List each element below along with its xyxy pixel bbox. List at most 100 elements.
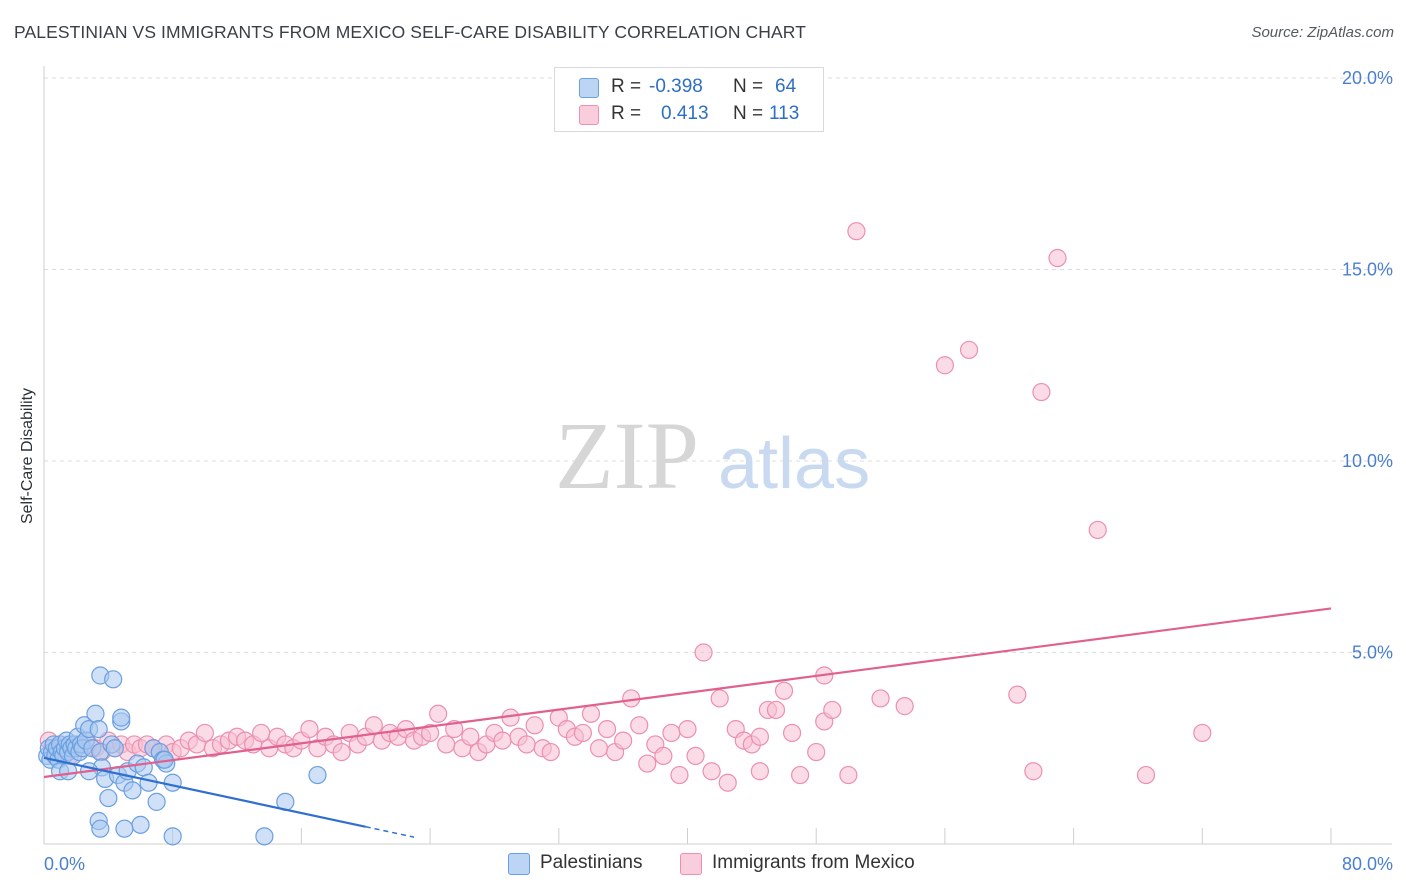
data-point-mexico (332, 742, 351, 762)
bottom-legend-label: Palestinians (540, 852, 643, 873)
data-point-mexico (791, 765, 810, 785)
data-point-mexico (774, 681, 794, 700)
data-point-palestinian (123, 781, 142, 800)
data-point-mexico (823, 700, 842, 720)
trend-line-palestinians-extension (365, 826, 415, 838)
legend-swatch-blue (579, 78, 599, 98)
data-point-palestinian (255, 827, 274, 846)
data-point-mexico (630, 716, 649, 735)
data-point-mexico (589, 739, 609, 758)
trend-lines (43, 607, 1332, 838)
data-point-mexico (1008, 685, 1027, 704)
data-point-mexico (959, 340, 979, 360)
data-point-mexico (807, 742, 826, 762)
legend-r-label: R = (611, 76, 642, 97)
data-point-palestinian (112, 708, 131, 727)
x-tick-label: 80.0% (1342, 854, 1393, 874)
y-tick-label: 15.0% (1342, 260, 1393, 280)
data-point-palestinian (99, 788, 118, 808)
data-point-mexico (847, 222, 866, 241)
data-point-mexico (670, 765, 689, 785)
trend-line-mexico (43, 607, 1332, 779)
data-point-mexico (782, 723, 802, 743)
data-point-palestinian (104, 670, 123, 689)
data-point-mexico (718, 773, 737, 792)
data-point-mexico (662, 723, 681, 743)
trend-line-palestinians (43, 756, 366, 828)
data-point-mexico (1032, 382, 1051, 402)
data-point-mexico (581, 704, 601, 723)
data-point-palestinian (86, 704, 105, 723)
data-point-mexico (437, 735, 456, 754)
data-point-mexico (710, 689, 729, 708)
data-point-palestinian (131, 815, 150, 834)
data-point-palestinian (134, 758, 153, 777)
data-point-mexico (252, 723, 271, 743)
data-point-mexico (573, 723, 593, 743)
legend-n-value: 64 (775, 76, 797, 97)
data-point-mexico (1088, 520, 1107, 540)
data-point-mexico (895, 697, 914, 716)
data-point-mexico (461, 727, 480, 746)
source-label: Source: ZipAtlas.com (1251, 24, 1394, 41)
series-palestinians (38, 666, 327, 846)
data-point-mexico (638, 754, 657, 773)
data-point-mexico (541, 742, 560, 762)
x-tick-label: 0.0% (44, 854, 85, 874)
legend-r-value: -0.398 (649, 76, 703, 97)
data-point-mexico (195, 723, 214, 743)
data-point-mexico (766, 700, 786, 720)
data-point-palestinian (91, 819, 110, 838)
data-point-mexico (1024, 762, 1043, 781)
legend-n-value: 113 (769, 103, 800, 124)
y-tick-label: 10.0% (1342, 451, 1393, 471)
data-point-palestinian (139, 773, 158, 792)
data-point-mexico (421, 723, 440, 743)
data-point-palestinian (105, 739, 124, 758)
data-point-mexico (1048, 248, 1067, 268)
data-point-palestinian (163, 827, 182, 846)
y-tick-label: 5.0% (1352, 643, 1393, 663)
legend-r-value: 0.413 (661, 103, 709, 124)
data-point-mexico (702, 762, 721, 781)
data-point-mexico (694, 643, 713, 662)
data-point-mexico (871, 689, 890, 708)
data-point-mexico (300, 719, 319, 739)
correlation-legend: R = -0.398 N = 64 R = 0.413 N = 113 (554, 67, 824, 132)
legend-n-label: N = (733, 76, 764, 97)
legend-swatch-pink (579, 105, 599, 125)
legend-n-label: N = (733, 103, 764, 124)
watermark-atlas: atlas (718, 424, 870, 504)
y-tick-label: 20.0% (1342, 68, 1393, 88)
grid (44, 77, 1392, 653)
data-point-mexico (517, 735, 536, 754)
data-point-mexico (678, 719, 697, 739)
bottom-legend-label: Immigrants from Mexico (712, 852, 915, 873)
data-point-palestinian (89, 719, 108, 739)
data-point-mexico (614, 731, 633, 750)
data-point-palestinian (115, 819, 134, 838)
data-point-palestinian (163, 773, 182, 792)
data-point-mexico (493, 731, 512, 750)
watermark: ZIP atlas (555, 402, 870, 509)
data-point-mexico (686, 746, 705, 766)
legend-swatch-pink (680, 853, 702, 875)
data-point-mexico (935, 356, 955, 375)
data-point-mexico (839, 765, 858, 785)
data-point-mexico (750, 762, 769, 781)
data-point-mexico (525, 716, 544, 735)
data-point-mexico (654, 746, 673, 766)
data-point-mexico (1136, 765, 1156, 785)
data-point-mexico (750, 727, 769, 746)
chart-title: PALESTINIAN VS IMMIGRANTS FROM MEXICO SE… (14, 22, 806, 42)
data-point-mexico (429, 704, 448, 723)
legend-r-label: R = (611, 103, 642, 124)
data-point-mexico (597, 719, 617, 739)
tick-labels: 5.0% 10.0% 15.0% 20.0% 0.0% 80.0% (44, 68, 1393, 874)
watermark-zip: ZIP (555, 402, 699, 509)
data-point-palestinian (147, 792, 166, 811)
data-point-mexico (1193, 723, 1212, 743)
data-point-mexico (364, 716, 383, 735)
legend-swatch-blue (508, 853, 530, 875)
